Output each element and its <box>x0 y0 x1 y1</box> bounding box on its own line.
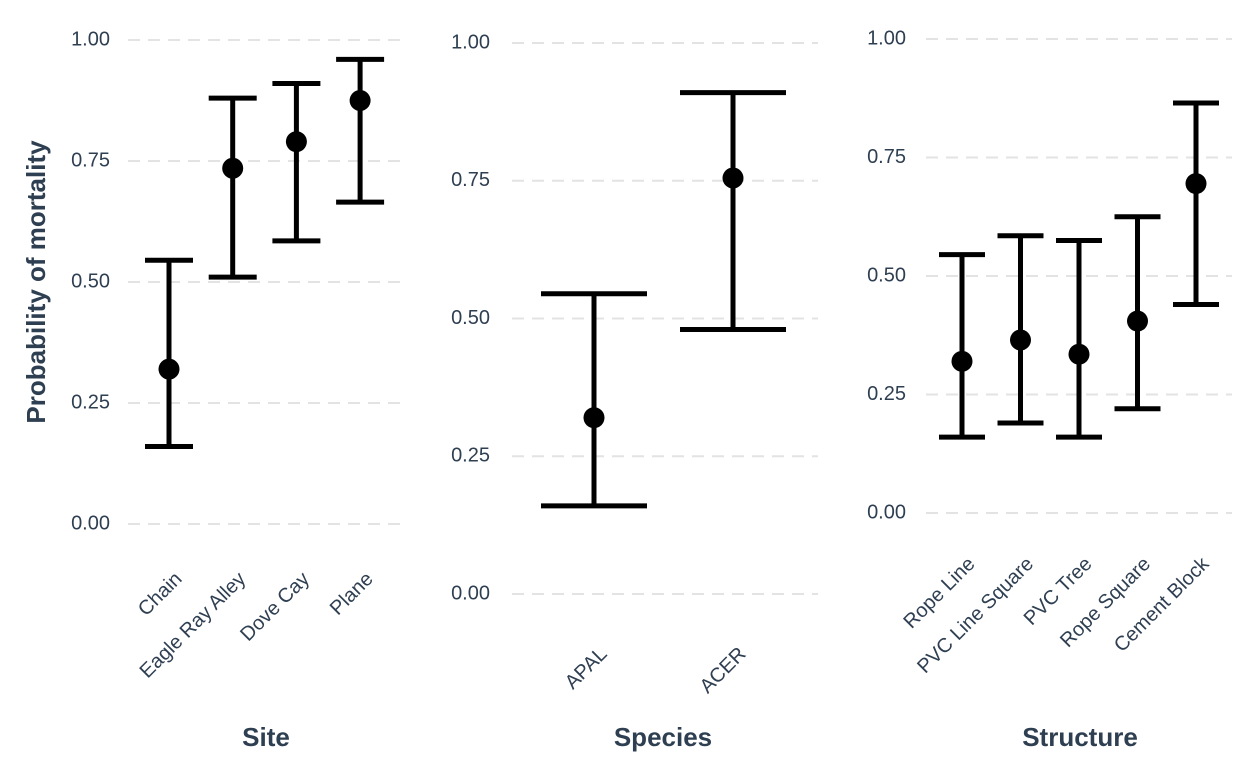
y-tick-label: 0.00 <box>71 512 110 534</box>
x-axis-title: Structure <box>1022 722 1138 752</box>
y-axis-title: Probability of mortality <box>21 140 51 424</box>
y-tick-label: 0.50 <box>71 270 110 292</box>
y-tick-label: 0.25 <box>867 383 906 405</box>
x-tick-label: ACER <box>696 643 751 698</box>
point-estimate <box>722 167 744 189</box>
point-estimate <box>285 131 307 153</box>
y-tick-label: 0.00 <box>867 501 906 523</box>
y-tick-label: 0.75 <box>451 169 490 191</box>
y-tick-label: 0.75 <box>867 146 906 168</box>
point-estimate <box>158 358 180 380</box>
point-estimate <box>1127 310 1148 332</box>
y-tick-label: 0.00 <box>451 582 490 604</box>
x-tick-label: Plane <box>326 568 378 620</box>
point-estimate <box>1185 173 1207 195</box>
y-tick-label: 0.25 <box>71 391 110 413</box>
x-axis-title: Species <box>614 722 712 752</box>
point-estimate <box>1010 329 1031 351</box>
y-tick-label: 0.50 <box>451 307 490 329</box>
y-tick-label: 0.75 <box>71 149 110 171</box>
y-tick-label: 0.50 <box>867 264 906 286</box>
x-tick-label: Chain <box>134 568 187 621</box>
point-estimate <box>951 350 973 372</box>
point-estimate <box>583 407 605 429</box>
point-estimate <box>349 90 371 111</box>
point-estimate <box>1068 343 1090 365</box>
x-tick-label: Dove Cay <box>236 568 314 646</box>
panel-species: 0.00 0.25 0.50 0.75 1.00 APAL ACER Species <box>451 31 818 752</box>
point-estimate <box>222 157 244 179</box>
y-tick-label: 1.00 <box>71 28 110 50</box>
y-tick-label: 1.00 <box>451 31 490 53</box>
y-tick-label: 1.00 <box>867 27 906 49</box>
y-tick-label: 0.25 <box>451 445 490 467</box>
x-axis-title: Site <box>242 722 290 752</box>
x-tick-label: APAL <box>561 643 612 694</box>
